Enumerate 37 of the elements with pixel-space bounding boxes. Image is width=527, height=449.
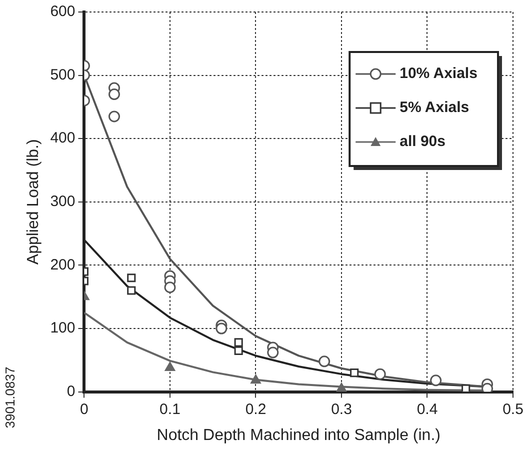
y-axis-title: Applied Load (lb.) (25, 139, 42, 265)
point (164, 282, 176, 294)
y-tick-label: 600 (50, 3, 76, 20)
x-tick-label: 0.1 (160, 400, 180, 418)
point (350, 368, 359, 378)
y-tick-label: 300 (50, 193, 76, 210)
text: 3901.0837 (2, 366, 18, 430)
point (164, 362, 176, 371)
point (234, 338, 243, 347)
point (267, 346, 279, 358)
x-tick-label: 0.5 (502, 400, 524, 418)
point (462, 384, 470, 392)
y-tick-label: 400 (50, 130, 76, 147)
point (482, 382, 494, 392)
point (108, 110, 120, 122)
point (216, 322, 228, 334)
point (336, 382, 347, 392)
x-tick-label: 0.3 (331, 400, 352, 418)
point (108, 88, 120, 100)
point (127, 274, 136, 282)
point (374, 368, 386, 380)
legend-label: 10% Axials (400, 65, 478, 82)
x-tick-label: 0.2 (245, 400, 266, 418)
y-tick-label: 100 (50, 320, 76, 337)
y-tick-label: 500 (50, 66, 76, 84)
x-tick-label: 0.4 (416, 400, 438, 418)
point (250, 374, 261, 384)
x-tick-label: 0 (80, 400, 88, 418)
legend-label: all 90s (400, 133, 446, 150)
point (234, 346, 243, 355)
legend-label: 5% Axials (400, 99, 470, 116)
point (430, 374, 442, 386)
x-axis-title: Notch Depth Machined into Sample (in.) (156, 426, 440, 444)
y-tick-label: 0 (66, 382, 76, 400)
point (318, 356, 330, 368)
point (127, 286, 136, 295)
y-tick-label: 200 (50, 256, 76, 274)
